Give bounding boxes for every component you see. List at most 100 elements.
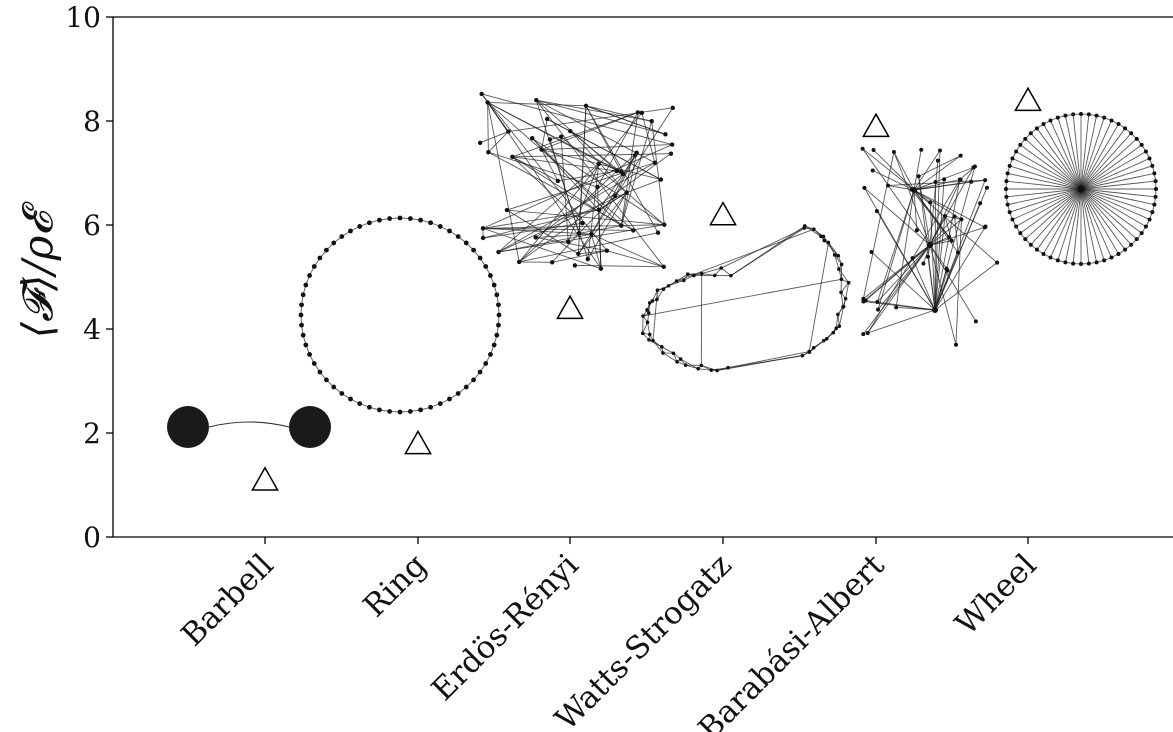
graph-edge [913, 189, 918, 231]
graph-edge [587, 192, 627, 260]
graph-edge [487, 102, 489, 153]
graph-node [973, 319, 978, 324]
graph-node [836, 312, 840, 317]
graph-edge [585, 105, 659, 233]
graph-node [1153, 194, 1158, 199]
graph-node [647, 311, 651, 315]
graph-node [530, 136, 535, 141]
graph-edge [1080, 158, 1150, 190]
graph-edge [1057, 117, 1082, 190]
graph-node [357, 401, 363, 407]
graph-edge [913, 155, 961, 191]
graph-edge [656, 288, 664, 300]
y-tick-label: 4 [83, 313, 101, 346]
graph-node [1147, 217, 1152, 222]
graph-node [1129, 242, 1134, 247]
graph-node [367, 404, 372, 410]
graph-node [837, 324, 842, 329]
graph-node [699, 363, 704, 368]
graph-edge [482, 209, 599, 229]
graph-node [619, 169, 624, 175]
graph-edge [1080, 188, 1153, 213]
graph-edge [626, 179, 662, 194]
graph-edge [1036, 188, 1082, 250]
graph-edge [519, 232, 659, 263]
graph-node [348, 228, 353, 234]
graph-node [846, 280, 851, 285]
graph-edge [1007, 188, 1082, 206]
graph-edge [867, 309, 936, 334]
graph-node [598, 266, 604, 271]
graph-node [1055, 258, 1060, 263]
graph-edge [541, 144, 673, 151]
graph-edge [1080, 188, 1112, 258]
graph-node [488, 352, 493, 357]
graph-edge [895, 189, 915, 308]
graph-edge [955, 219, 962, 345]
graph-edge [862, 244, 931, 335]
graph-edge [1080, 138, 1138, 190]
graph-node [942, 214, 947, 219]
graph-edge [873, 149, 915, 191]
graph-node [1153, 179, 1158, 184]
graph-edge [1015, 151, 1082, 190]
graph-node [1007, 163, 1012, 168]
graph-edge [934, 216, 946, 311]
graph-edge [893, 151, 931, 246]
graph-node [407, 216, 413, 221]
graph-node [953, 342, 958, 347]
graph-edge [1043, 188, 1082, 255]
graph-node [477, 255, 483, 261]
graph-edge [877, 244, 931, 310]
graph-edge [487, 101, 587, 107]
graph-node [339, 391, 345, 396]
graph-node [533, 235, 538, 240]
graph-edge [488, 151, 634, 231]
graph-edge [614, 152, 638, 197]
graph-node [631, 228, 636, 233]
graph-node [1023, 237, 1028, 242]
graph-node [696, 366, 700, 371]
graph-node [479, 91, 484, 97]
graph-node [933, 179, 938, 184]
graph-node [821, 338, 826, 343]
graph-node [1086, 112, 1091, 117]
graph-node [307, 352, 312, 357]
graph-node [583, 103, 589, 109]
graph-edge [730, 225, 806, 276]
graph-node [800, 353, 805, 358]
graph-node [1152, 171, 1157, 176]
graph-edge [482, 227, 634, 231]
graph-edge [934, 179, 961, 311]
triangle-marker [404, 429, 432, 455]
graph-node [729, 273, 733, 278]
graph-node [834, 326, 838, 331]
graph-node [300, 292, 306, 298]
graph-edge [912, 257, 936, 311]
graph-node [668, 151, 674, 156]
graph-node [821, 234, 826, 239]
graph-edge [727, 351, 810, 369]
graph-edge [647, 322, 651, 335]
graph-node [1048, 118, 1053, 123]
graph-node [958, 153, 963, 158]
graph-node [407, 409, 413, 414]
graph-edge [1009, 188, 1082, 213]
graph-edge [1080, 188, 1150, 220]
graph-edge [808, 242, 829, 352]
graph-node [1077, 185, 1085, 193]
graph-edge [661, 346, 674, 354]
graph-node [544, 116, 550, 122]
graph-node [317, 369, 323, 375]
graph-edge [877, 189, 915, 310]
graph-node [925, 254, 930, 259]
graph-node [580, 221, 585, 226]
graph-edge [1057, 188, 1082, 261]
graph-node [496, 302, 501, 308]
graph-node [645, 308, 649, 312]
graph-node [822, 238, 827, 243]
graph-edge [651, 121, 665, 225]
graph-node [555, 178, 561, 184]
graph-edge [498, 192, 627, 253]
graph-edge [606, 250, 664, 268]
